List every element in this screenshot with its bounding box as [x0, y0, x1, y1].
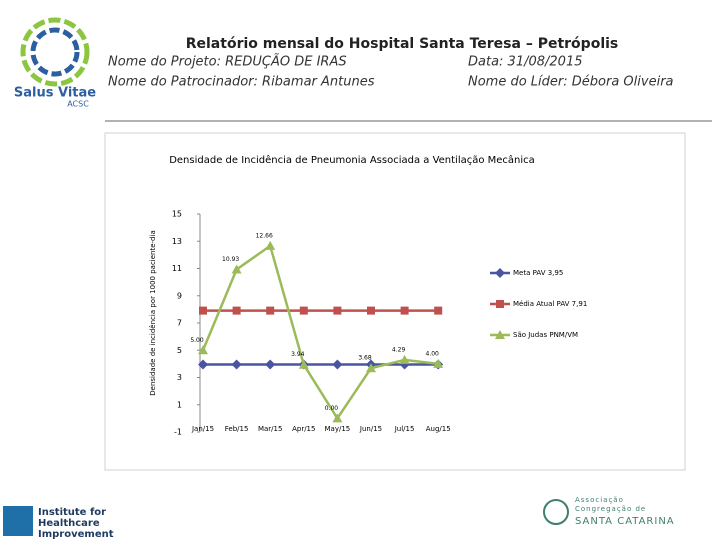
ihi-text: Improvement — [38, 529, 114, 540]
y-tick-label: 1 — [177, 400, 182, 409]
acsc-text: SANTA CATARINA — [575, 516, 675, 527]
y-tick-label: 9 — [177, 291, 182, 300]
marker — [198, 359, 208, 370]
data-label: 12.66 — [256, 232, 273, 239]
marker — [434, 306, 443, 315]
marker — [433, 358, 444, 368]
series-line — [201, 243, 439, 421]
data-label: 3.94 — [291, 351, 305, 358]
x-tick-label: Feb/15 — [225, 425, 249, 433]
data-label: 5.00 — [190, 337, 204, 344]
marker — [265, 359, 276, 370]
chart-title: Densidade de Incidência de Pneumonia Ass… — [169, 154, 535, 166]
logo-ring-inner — [30, 27, 80, 77]
ihi-logo — [3, 506, 33, 536]
logo-name: Salus Vitae — [14, 86, 96, 101]
data-label: 0.00 — [325, 405, 339, 412]
acsc-logo — [543, 499, 569, 525]
marker — [495, 330, 505, 339]
marker — [366, 363, 376, 373]
y-tick-label: 5 — [177, 346, 182, 355]
marker — [400, 306, 409, 315]
marker — [495, 268, 505, 278]
y-tick-label: 15 — [172, 210, 182, 219]
chart-frame — [104, 132, 686, 471]
marker — [231, 359, 242, 370]
acsc-text: Associação — [575, 496, 624, 504]
report-title: Relatório mensal do Hospital Santa Teres… — [186, 36, 619, 52]
date: Data: 31/08/2015 — [468, 55, 582, 70]
marker — [496, 300, 504, 308]
y-tick-label: 7 — [177, 319, 182, 328]
x-tick-label: Jan/15 — [191, 425, 214, 433]
ihi-text: Healthcare — [38, 518, 100, 529]
logo-sub: ACSC — [67, 100, 89, 109]
leader: Nome do Líder: Débora Oliveira — [468, 75, 674, 90]
logo-ring — [20, 17, 90, 87]
x-tick-label: Apr/15 — [292, 425, 315, 433]
marker — [367, 306, 375, 315]
data-label: 4.00 — [426, 350, 440, 357]
marker — [266, 306, 275, 315]
marker — [299, 306, 308, 315]
x-tick-label: Aug/15 — [426, 425, 451, 433]
marker — [198, 345, 208, 355]
marker — [332, 413, 343, 423]
marker — [231, 264, 242, 274]
legend-label: Média Atual PAV 7,91 — [513, 300, 587, 308]
marker — [232, 306, 241, 315]
y-tick-label: 11 — [172, 264, 182, 273]
marker — [333, 306, 342, 315]
marker — [298, 359, 309, 369]
sponsor: Nome do Patrocinador: Ribamar Antunes — [108, 75, 375, 90]
x-tick-label: May/15 — [325, 425, 351, 433]
x-tick-label: Jun/15 — [359, 425, 382, 433]
marker — [399, 354, 410, 364]
ihi-text: Institute for — [38, 507, 106, 518]
y-tick-label: 13 — [172, 237, 182, 246]
data-label: 3.68 — [358, 355, 372, 362]
legend-label: Meta PAV 3,95 — [513, 269, 563, 277]
acsc-text: Congregação de — [575, 505, 646, 513]
project: Nome do Projeto: REDUÇÃO DE IRAS — [108, 54, 347, 70]
marker — [265, 240, 276, 250]
legend-label: São Judas PNM/VM — [513, 331, 578, 339]
marker — [199, 306, 207, 315]
marker — [332, 359, 343, 370]
y-axis-label: Densidade de incidência por 1000 pacient… — [149, 230, 157, 395]
x-tick-label: Mar/15 — [258, 425, 282, 433]
data-label: 4.29 — [392, 346, 406, 353]
y-tick-label: 3 — [177, 373, 182, 382]
x-tick-label: Jul/15 — [394, 425, 415, 433]
y-tick-label: -1 — [174, 428, 182, 437]
data-label: 10.93 — [222, 256, 239, 263]
